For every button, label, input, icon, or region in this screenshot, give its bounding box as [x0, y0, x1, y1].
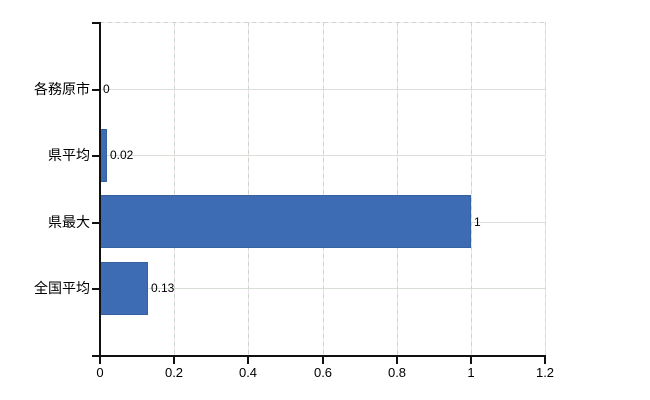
x-axis-line: [100, 355, 546, 357]
x-axis-tick: [322, 357, 324, 364]
category-label: 全国平均: [34, 280, 90, 296]
x-axis-tick: [544, 357, 546, 364]
bar-value-label: 0.13: [151, 281, 175, 295]
y-axis-tick: [92, 355, 100, 357]
horizontal-gridline: [100, 288, 545, 289]
category-label: 県最大: [48, 214, 90, 230]
horizontal-gridline: [100, 155, 545, 156]
bar-value-label: 0: [103, 82, 110, 96]
y-axis-tick: [92, 22, 100, 24]
bar: [100, 262, 148, 315]
x-axis-tick-label: 0.2: [164, 365, 184, 380]
x-axis-tick: [470, 357, 472, 364]
vertical-gridline: [323, 22, 324, 355]
bar: [100, 129, 107, 182]
x-axis-tick-label: 1.2: [535, 365, 555, 380]
x-axis-tick: [173, 357, 175, 364]
plot-right-border: [545, 22, 546, 355]
y-axis-tick: [92, 155, 100, 157]
bar: [100, 195, 471, 248]
x-axis-tick-label: 0.4: [238, 365, 258, 380]
bar-value-label: 0.02: [110, 148, 134, 162]
x-axis-tick-label: 0.6: [313, 365, 333, 380]
horizontal-gridline: [100, 89, 545, 90]
x-axis-tick: [99, 357, 101, 364]
bar-value-label: 1: [474, 215, 481, 229]
y-axis-tick: [92, 222, 100, 224]
x-axis-tick: [396, 357, 398, 364]
category-label: 県平均: [48, 147, 90, 163]
x-axis-tick: [247, 357, 249, 364]
category-label: 各務原市: [34, 81, 90, 97]
y-axis-tick: [92, 89, 100, 91]
plot-top-border: [100, 22, 545, 23]
vertical-gridline: [471, 22, 472, 355]
vertical-gridline: [174, 22, 175, 355]
vertical-gridline: [397, 22, 398, 355]
y-axis-line: [99, 22, 101, 355]
x-axis-tick-label: 0.8: [387, 365, 407, 380]
x-axis-tick-label: 1: [467, 365, 475, 380]
y-axis-tick: [92, 288, 100, 290]
vertical-gridline: [248, 22, 249, 355]
x-axis-tick-label: 0: [96, 365, 104, 380]
